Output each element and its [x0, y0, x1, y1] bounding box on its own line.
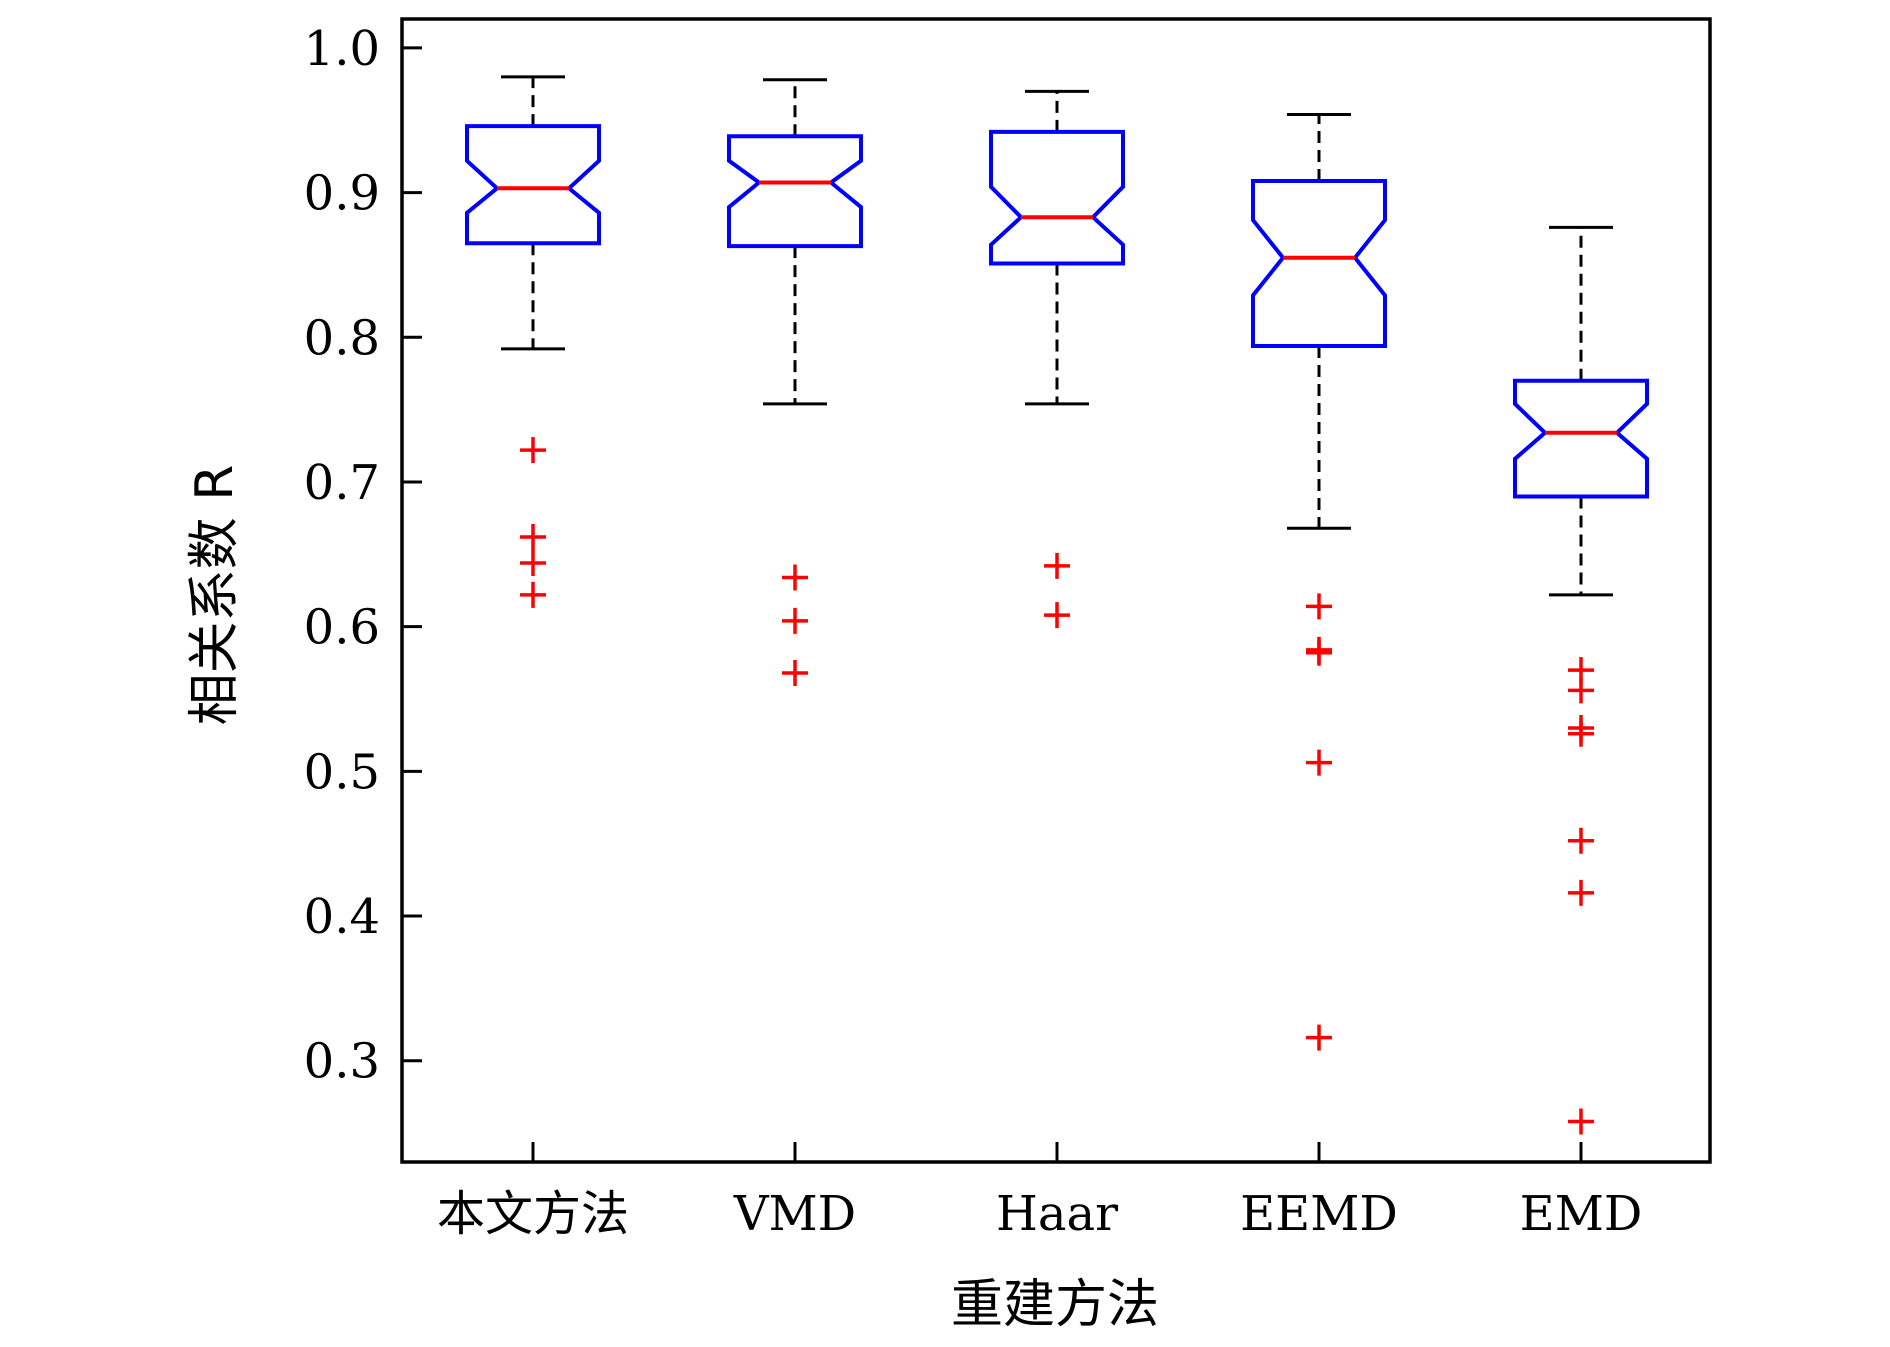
box-5 — [1513, 225, 1649, 1135]
y-axis-title: 相关系数 R — [185, 465, 245, 726]
axes: 1.0 0.9 0.8 0.7 0.6 0.5 0.4 0.3 本文方法 VMD Haar EEMD E… — [304, 17, 1712, 1242]
box-4-outlier-1 — [1306, 593, 1332, 620]
y-tick-label-7: 0.4 — [304, 889, 380, 945]
x-tick-label-1: 本文方法 — [437, 1186, 629, 1242]
x-tick-label-4: EEMD — [1240, 1186, 1398, 1242]
y-tick-label-4: 0.7 — [304, 455, 380, 511]
box-3 — [989, 89, 1125, 629]
plot-area — [465, 75, 1649, 1135]
box-4-outlier-5 — [1306, 1024, 1332, 1051]
box-3-notched-box — [989, 129, 1125, 266]
box-1-outlier-4 — [520, 581, 546, 608]
box-1-notched-box — [465, 124, 601, 246]
box-5-outlier-7 — [1568, 1108, 1594, 1135]
box-5-outlier-6 — [1568, 879, 1594, 906]
x-tick-label-3: Haar — [996, 1186, 1118, 1242]
box-4-outlier-3 — [1306, 639, 1332, 666]
box-1 — [465, 75, 601, 608]
box-1-outlier-3 — [520, 550, 546, 577]
box-2-outlier-1 — [782, 564, 808, 591]
box-5-notched-box — [1513, 378, 1649, 499]
box-2-notched-box — [727, 134, 863, 249]
y-tick-label-8: 0.3 — [304, 1034, 380, 1090]
box-4 — [1251, 112, 1387, 1051]
y-tick-label-2: 0.9 — [304, 166, 380, 222]
box-4-outlier-4 — [1306, 749, 1332, 776]
box-5-outlier-2 — [1568, 677, 1594, 704]
box-2-outlier-3 — [782, 659, 808, 686]
box-3-outlier-2 — [1044, 602, 1070, 629]
x-tick-label-5: EMD — [1520, 1186, 1643, 1242]
plot-frame — [400, 17, 1712, 1164]
y-tick-label-3: 0.8 — [304, 310, 380, 366]
box-1-outlier-2 — [520, 523, 546, 550]
y-tick-label-1: 1.0 — [304, 21, 380, 77]
box-2 — [727, 78, 863, 686]
box-4-notched-box — [1251, 179, 1387, 348]
box-2-outlier-2 — [782, 607, 808, 634]
y-tick-label-5: 0.6 — [304, 600, 380, 656]
x-tick-label-2: VMD — [733, 1186, 856, 1242]
box-5-outlier-4 — [1568, 720, 1594, 747]
box-3-outlier-1 — [1044, 552, 1070, 579]
box-5-outlier-5 — [1568, 827, 1594, 854]
x-axis-title: 重建方法 — [951, 1275, 1159, 1335]
y-tick-label-6: 0.5 — [304, 744, 380, 800]
box-1-outlier-1 — [520, 437, 546, 464]
